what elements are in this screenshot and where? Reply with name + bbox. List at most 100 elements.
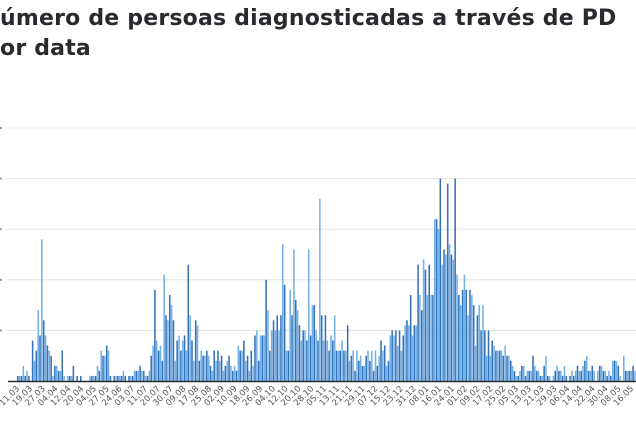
bar	[585, 355, 588, 381]
bar	[424, 269, 427, 381]
bar	[558, 370, 560, 381]
bar	[610, 375, 612, 381]
bar	[339, 350, 342, 381]
bar	[493, 345, 495, 381]
bar	[122, 370, 125, 381]
bar	[311, 305, 314, 381]
bar	[59, 370, 62, 381]
bar	[361, 365, 364, 381]
bar	[446, 183, 449, 381]
bar	[304, 330, 306, 381]
bar	[137, 370, 140, 381]
bar	[613, 360, 616, 381]
bar	[259, 335, 262, 381]
bar	[239, 350, 241, 381]
bar	[161, 360, 164, 381]
bar	[624, 370, 627, 381]
bar	[441, 264, 443, 381]
bar	[291, 315, 293, 381]
bar	[156, 340, 158, 381]
bar	[63, 375, 65, 381]
bar	[369, 360, 371, 381]
bar	[139, 365, 141, 381]
bar	[593, 370, 595, 381]
bar	[506, 355, 508, 381]
bar	[376, 365, 379, 381]
bar	[458, 294, 460, 381]
bar	[541, 375, 544, 381]
bar	[172, 320, 175, 381]
bar	[250, 350, 253, 381]
bar	[89, 375, 91, 381]
bar	[535, 370, 538, 381]
bar	[522, 365, 525, 381]
bar	[472, 305, 475, 381]
bar	[261, 335, 264, 381]
y-tick-mark	[0, 329, 2, 332]
bar	[37, 310, 39, 381]
bar	[35, 350, 38, 381]
bar	[604, 370, 607, 381]
bar	[476, 315, 479, 381]
x-tick-labels: 11.0319.0327.0304.0412.0420.0404.0527.05…	[0, 384, 636, 408]
bar	[430, 294, 432, 381]
bar	[509, 360, 512, 381]
bar	[408, 325, 410, 381]
bar	[380, 340, 382, 381]
bar	[372, 370, 375, 381]
bar	[100, 350, 102, 381]
bar	[515, 375, 518, 381]
bar	[498, 350, 501, 381]
bar	[611, 360, 614, 381]
y-tick-mark	[0, 228, 2, 231]
bar	[626, 370, 629, 381]
bar	[560, 370, 562, 381]
bar	[450, 254, 453, 381]
bar	[280, 315, 282, 381]
bar	[517, 375, 519, 381]
bar	[385, 365, 388, 381]
bar	[302, 330, 304, 381]
bar	[623, 355, 625, 381]
bar	[285, 350, 288, 381]
bar	[537, 370, 540, 381]
bar	[80, 375, 82, 381]
bar	[28, 375, 30, 381]
bar	[572, 375, 575, 381]
bar	[105, 345, 108, 381]
bar	[18, 375, 21, 381]
chart-title-line-1: úmero de persoas diagnosticadas a través…	[0, 6, 617, 31]
bar	[400, 350, 403, 381]
bar	[144, 375, 147, 381]
bar	[256, 330, 258, 381]
bar	[409, 294, 412, 381]
bar	[587, 370, 590, 381]
bar	[191, 340, 193, 381]
bar	[257, 360, 260, 381]
bar	[526, 370, 529, 381]
bar	[598, 365, 601, 381]
bar	[513, 370, 516, 381]
bar	[209, 365, 212, 381]
bar	[61, 350, 64, 381]
bar	[463, 274, 466, 381]
bar	[183, 335, 186, 381]
bar	[76, 375, 78, 381]
bar	[102, 355, 104, 381]
bar	[374, 350, 377, 381]
bar	[563, 365, 566, 381]
bar	[532, 355, 534, 381]
bar	[391, 330, 393, 381]
bar	[617, 365, 620, 381]
bar	[276, 315, 279, 381]
bar	[350, 355, 353, 381]
bar	[237, 345, 240, 381]
bar	[52, 375, 54, 381]
bar	[244, 360, 247, 381]
y-tick-mark	[0, 278, 2, 281]
bar	[370, 350, 373, 381]
bar	[180, 350, 182, 381]
bar	[293, 249, 295, 381]
bar	[68, 375, 71, 381]
bar	[315, 330, 317, 381]
